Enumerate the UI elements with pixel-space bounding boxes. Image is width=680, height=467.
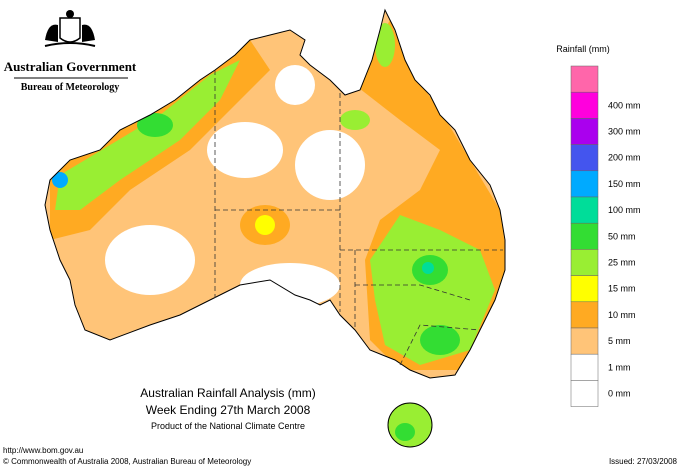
legend-label: 10 mm <box>608 310 636 320</box>
legend-label: 5 mm <box>608 336 631 346</box>
legend-label: 25 mm <box>608 258 636 268</box>
legend-swatch <box>570 380 599 407</box>
logo-subtitle: Bureau of Meteorology <box>21 82 120 93</box>
legend-swatch <box>570 353 599 381</box>
legend-swatch <box>570 65 599 93</box>
caption-line3: Product of the National Climate Centre <box>151 421 305 431</box>
legend-swatch <box>570 301 599 329</box>
legend-swatch <box>570 327 599 355</box>
legend-label: 100 mm <box>608 205 641 215</box>
legend-swatch <box>570 196 599 224</box>
legend-label: 1 mm <box>608 362 631 372</box>
legend-swatch <box>570 91 599 119</box>
legend-label: 200 mm <box>608 153 641 163</box>
legend-label: 0 mm <box>608 389 631 399</box>
footer-copyright: © Commonwealth of Australia 2008, Austra… <box>3 457 251 466</box>
legend-title: Rainfall (mm) <box>556 44 610 54</box>
footer-url: http://www.bom.gov.au <box>3 446 83 455</box>
legend-label: 50 mm <box>608 231 636 241</box>
legend-label: 300 mm <box>608 127 641 137</box>
legend-swatch <box>570 249 599 276</box>
legend-label: 400 mm <box>608 100 641 110</box>
legend-swatch <box>570 222 599 250</box>
footer-issued: Issued: 27/03/2008 <box>609 457 678 466</box>
legend-swatch <box>570 275 599 303</box>
legend-swatch <box>570 170 599 198</box>
legend-swatch <box>570 144 599 172</box>
legend-swatch <box>570 118 599 145</box>
legend-label: 150 mm <box>608 179 641 189</box>
legend-label: 15 mm <box>608 284 636 294</box>
logo: Australian Government Bureau of Meteorol… <box>4 10 137 93</box>
caption-line2: Week Ending 27th March 2008 <box>146 403 311 417</box>
logo-title: Australian Government <box>4 59 137 74</box>
caption-line1: Australian Rainfall Analysis (mm) <box>140 386 315 400</box>
legend: Rainfall (mm) 400 mm 300 mm 200 mm 150 mm 10… <box>556 44 641 407</box>
